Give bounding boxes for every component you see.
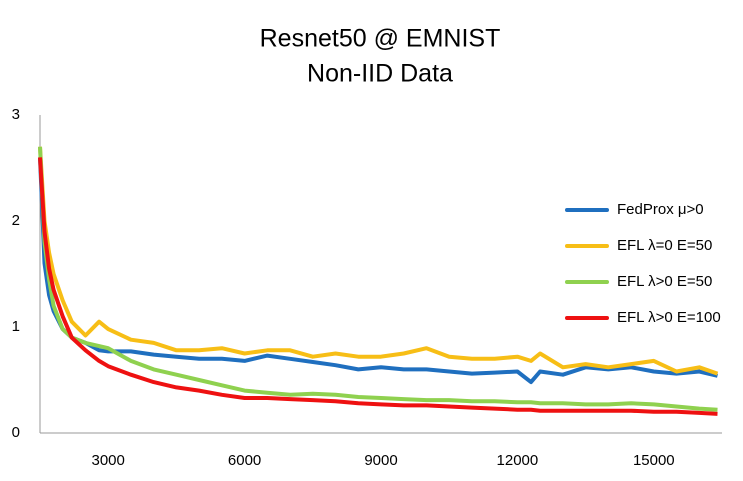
series-line	[38, 146, 718, 412]
y-tick-label: 1	[12, 318, 20, 335]
x-tick-label: 15000	[633, 452, 675, 469]
legend-label: EFL λ>0 E=100	[617, 309, 721, 326]
chart-title: Resnet50 @ EMNIST	[260, 25, 501, 53]
x-tick-label: 12000	[497, 452, 539, 469]
series-line	[38, 146, 719, 376]
legend-label: EFL λ=0 E=50	[617, 237, 712, 254]
y-tick-label: 2	[12, 212, 20, 229]
y-tick-label: 0	[12, 424, 20, 441]
x-tick-label: 6000	[228, 452, 261, 469]
legend-label: FedProx μ>0	[617, 201, 704, 218]
series-line	[38, 157, 718, 385]
chart-subtitle: Non-IID Data	[307, 60, 453, 88]
series-line	[38, 157, 718, 416]
legend-label: EFL λ>0 E=50	[617, 273, 712, 290]
x-tick-label: 9000	[364, 452, 397, 469]
x-tick-label: 3000	[92, 452, 125, 469]
y-tick-label: 3	[12, 106, 20, 123]
